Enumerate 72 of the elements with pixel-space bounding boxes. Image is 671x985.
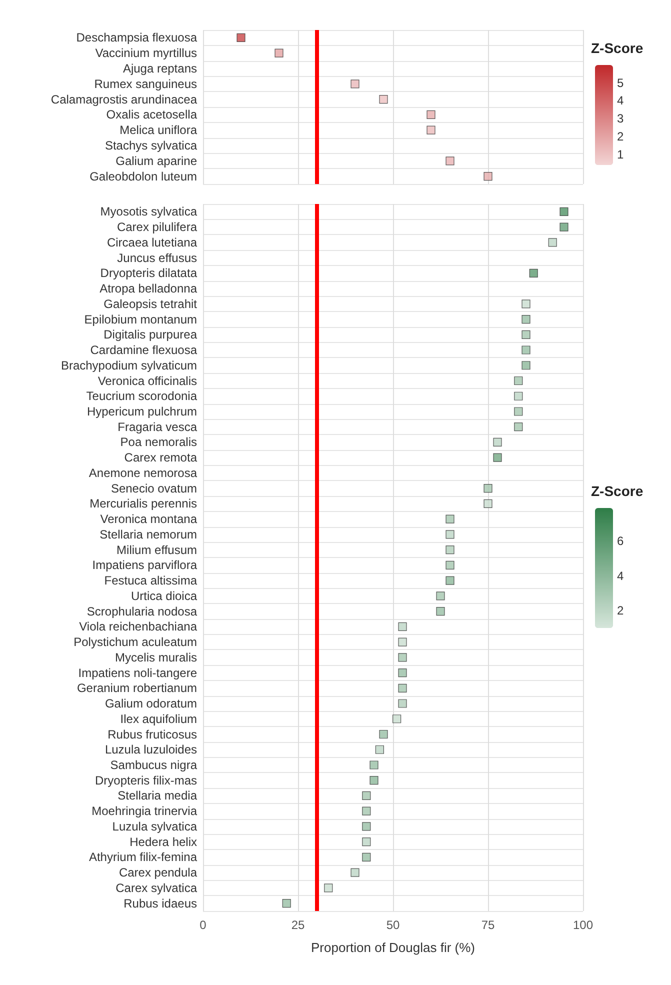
- y-tick-label: Geranium robertianum: [76, 681, 197, 696]
- y-tick-label: Anemone nemorosa: [88, 466, 198, 480]
- y-tick-label: Teucrium scorodonia: [86, 389, 198, 404]
- y-tick-label: Luzula sylvatica: [112, 819, 198, 834]
- y-tick-label: Stellaria nemorum: [100, 527, 197, 542]
- y-tick-label: Ajuga reptans: [122, 62, 197, 76]
- legend-title: Z-Score: [591, 483, 644, 500]
- y-tick-label: Digitalis purpurea: [104, 328, 198, 342]
- y-tick-label: Impatiens parviflora: [92, 558, 198, 572]
- y-tick-label: Galeopsis tetrahit: [104, 296, 198, 311]
- y-tick-label: Scrophularia nodosa: [86, 604, 198, 618]
- y-tick-label: Impatiens noli-tangere: [78, 666, 198, 680]
- y-tick-label: Galium aparine: [116, 154, 198, 168]
- color-bar-label: 4: [617, 568, 624, 583]
- y-tick-label: Galium odoratum: [104, 696, 197, 711]
- y-tick-label: Calamagrostis arundinacea: [50, 92, 198, 106]
- x-tick-label: 50: [386, 918, 400, 932]
- y-tick-label: Milium effusum: [116, 542, 197, 557]
- y-tick-label: Veronica montana: [100, 512, 198, 526]
- x-tick-label: 0: [200, 918, 207, 932]
- y-tick-label: Moehringia trinervia: [92, 804, 198, 818]
- y-tick-label: Dryopteris dilatata: [100, 266, 198, 280]
- color-bar-label: 1: [617, 147, 624, 162]
- y-tick-label: Carex sylvatica: [116, 880, 198, 895]
- y-tick-label: Festuca altissima: [104, 574, 198, 588]
- y-tick-label: Stachys sylvatica: [104, 138, 198, 152]
- y-tick-label: Polystichum aculeatum: [74, 635, 197, 650]
- y-tick-label: Dryopteris filix-mas: [94, 773, 197, 788]
- x-tick-label: 25: [291, 918, 305, 932]
- y-tick-label: Hedera helix: [130, 834, 197, 849]
- y-tick-label: Senecio ovatum: [110, 481, 197, 496]
- y-tick-label: Rumex sanguineus: [94, 76, 197, 91]
- x-tick-label: 100: [572, 918, 594, 932]
- y-tick-label: Ilex aquifolium: [120, 712, 197, 726]
- color-bar-label: 3: [617, 112, 624, 126]
- y-tick-label: Atropa belladonna: [100, 282, 198, 296]
- color-bar-label: 2: [617, 604, 624, 618]
- y-tick-label: Myosotis sylvatica: [100, 204, 198, 219]
- y-tick-label: Viola reichenbachiana: [79, 620, 198, 634]
- y-tick-label: Cardamine flexuosa: [90, 343, 198, 358]
- y-tick-label: Luzula luzuloides: [104, 742, 197, 757]
- y-tick-label: Circaea lutetiana: [106, 235, 198, 250]
- y-tick-label: Fragaria vesca: [118, 420, 198, 434]
- color-bar-label: 5: [617, 76, 624, 90]
- color-bar-label: 4: [617, 94, 624, 108]
- y-tick-label: Stellaria media: [118, 788, 198, 803]
- y-tick-label: Mycelis muralis: [114, 650, 197, 664]
- legend-title: Z-Score: [591, 40, 644, 56]
- y-tick-label: Vaccinium myrtillus: [95, 46, 197, 60]
- y-tick-label: Rubus fruticosus: [108, 727, 197, 742]
- y-tick-label: Deschampsia flexuosa: [76, 30, 198, 45]
- y-tick-label: Galeobdolon luteum: [90, 169, 197, 184]
- y-tick-label: Urtica dioica: [130, 588, 198, 603]
- y-tick-label: Epilobium montanum: [84, 312, 197, 326]
- y-tick-label: Rubus idaeus: [124, 896, 197, 910]
- y-tick-label: Hypericum pulchrum: [86, 404, 197, 418]
- y-tick-label: Brachypodium sylvaticum: [60, 358, 197, 372]
- color-bar-label: 6: [617, 534, 624, 548]
- y-tick-label: Melica uniflora: [120, 123, 198, 138]
- color-bar-label: 2: [617, 129, 624, 144]
- y-tick-label: Oxalis acetosella: [106, 108, 198, 122]
- y-tick-label: Juncus effusus: [117, 250, 197, 265]
- y-tick-label: Veronica officinalis: [98, 374, 197, 388]
- y-tick-label: Sambucus nigra: [110, 758, 198, 772]
- y-tick-label: Athyrium filix-femina: [88, 850, 198, 864]
- y-tick-label: Carex remota: [124, 450, 198, 465]
- y-tick-label: Carex pilulifera: [116, 220, 198, 234]
- y-tick-label: Carex pendula: [118, 866, 198, 880]
- y-tick-label: Mercurialis perennis: [90, 496, 197, 511]
- x-axis-title: Proportion of Douglas fir (%): [310, 940, 476, 955]
- y-tick-label: Poa nemoralis: [120, 435, 197, 450]
- x-tick-label: 75: [481, 918, 495, 932]
